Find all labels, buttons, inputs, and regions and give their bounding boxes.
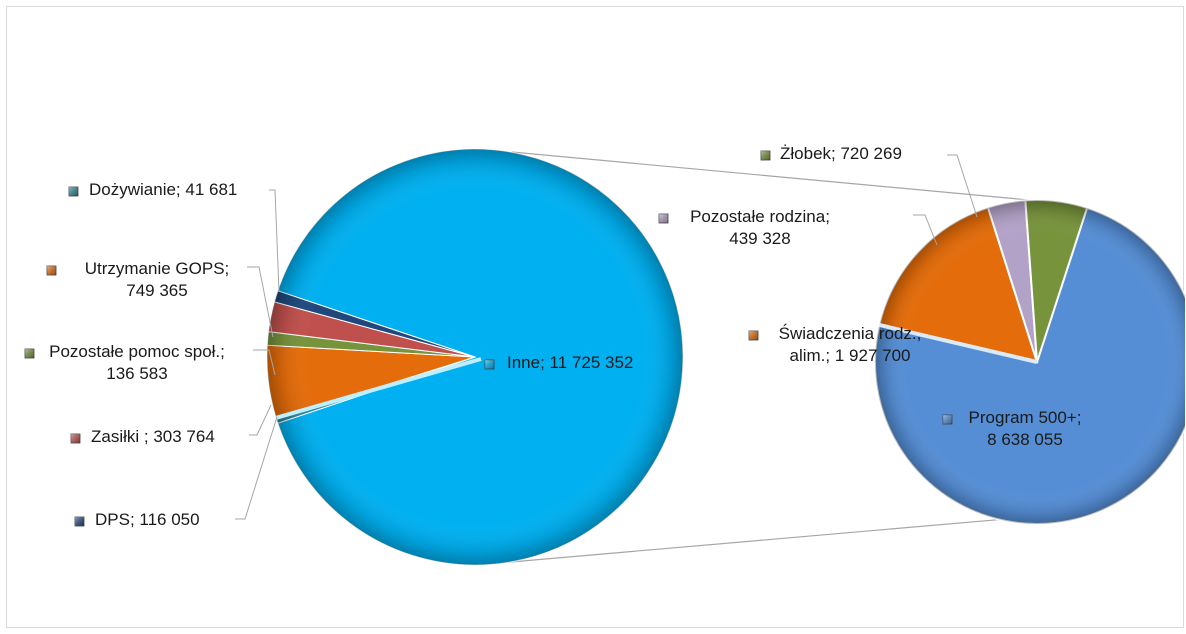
label-text-rodzina: Pozostałe rodzina;	[690, 207, 830, 226]
label-text-rodzina-1: 439 328	[729, 229, 790, 248]
leader-dozywianie	[269, 189, 280, 293]
legend-key-shade-rodzina	[659, 214, 668, 223]
leader-rodzina	[913, 214, 938, 246]
pie-of-pie-chart: Dożywianie; 41 681 Utrzymanie GOPS; 749 36…	[24, 144, 1186, 566]
label-text-pomoc-1: 136 583	[106, 364, 167, 383]
leader-gops	[247, 266, 274, 338]
legend-key-shade-pomoc	[25, 349, 34, 358]
leader-pomoc	[253, 349, 276, 376]
label-text-zlobek: Żłobek; 720 269	[780, 144, 902, 163]
label-text-pomoc: Pozostałe pomoc społ.;	[49, 342, 225, 361]
data-label-dps: DPS; 116 050	[74, 510, 200, 529]
label-text-inne: Inne; 11 725 352	[507, 353, 633, 372]
data-labels: Dożywianie; 41 681 Utrzymanie GOPS; 749 36…	[24, 144, 1082, 529]
label-text-zasilki: Zasiłki ; 303 764	[91, 427, 215, 446]
legend-key-shade-program	[943, 415, 952, 424]
secondary-pie	[874, 199, 1186, 525]
leader-dps	[235, 416, 278, 520]
data-label-dozywianie: Dożywianie; 41 681	[68, 180, 237, 199]
legend-key-shade-zlobek	[761, 151, 770, 160]
chart-frame: Dożywianie; 41 681 Utrzymanie GOPS; 749 36…	[6, 6, 1186, 628]
legend-key-shade-inne	[485, 360, 494, 369]
label-text-program: Program 500+;	[969, 408, 1082, 427]
main-pie-highlight	[276, 357, 482, 420]
legend-key-shade-gops	[47, 266, 56, 275]
legend-key-shade-dozywianie	[69, 187, 78, 196]
label-text-program-1: 8 638 055	[987, 430, 1063, 449]
secondary-pie-highlight	[878, 323, 1038, 364]
legend-key-shade-zasilki	[71, 434, 80, 443]
label-text-swiadczenia: Świadczenia rodz.,	[779, 324, 922, 343]
data-label-zlobek: Żłobek; 720 269	[760, 144, 902, 163]
label-text-swiadczenia-1: alim.; 1 927 700	[790, 346, 911, 365]
legend-key-shade-swiadczenia	[749, 331, 758, 340]
data-label-pomoc: Pozostałe pomoc społ.; 136 583	[24, 342, 225, 383]
data-label-program: Program 500+; 8 638 055	[942, 408, 1082, 449]
label-text-gops: Utrzymanie GOPS;	[85, 259, 230, 278]
label-text-dozywianie: Dożywianie; 41 681	[89, 180, 237, 199]
data-label-inne: Inne; 11 725 352	[484, 353, 633, 372]
data-label-zasilki: Zasiłki ; 303 764	[70, 427, 215, 446]
label-text-gops-1: 749 365	[126, 281, 187, 300]
data-label-gops: Utrzymanie GOPS; 749 365	[46, 259, 230, 300]
label-text-dps: DPS; 116 050	[95, 510, 200, 529]
leader-lines	[235, 154, 978, 520]
legend-key-shade-dps	[75, 517, 84, 526]
data-label-rodzina: Pozostałe rodzina; 439 328	[658, 207, 830, 248]
data-label-swiadczenia: Świadczenia rodz., alim.; 1 927 700	[748, 324, 922, 365]
leader-zlobek	[947, 154, 978, 218]
leader-zasilki	[249, 404, 272, 436]
